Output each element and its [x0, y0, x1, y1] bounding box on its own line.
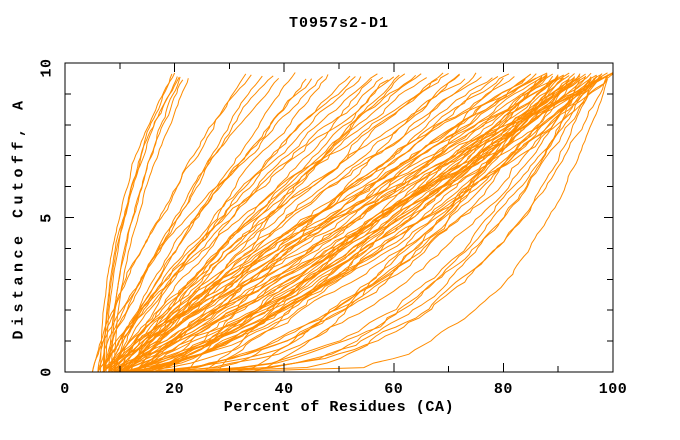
accuracy-curve [102, 79, 389, 373]
accuracy-curve [108, 78, 373, 373]
accuracy-curve [185, 78, 592, 373]
accuracy-curve [113, 76, 384, 373]
axis-frame [64, 62, 614, 373]
y-tick-label-5: 5 [38, 212, 56, 223]
accuracy-curve [174, 76, 592, 373]
accuracy-curve [163, 79, 581, 373]
accuracy-curve [119, 74, 329, 373]
accuracy-curve [125, 74, 608, 373]
accuracy-curve [125, 73, 553, 373]
accuracy-curve [108, 72, 449, 373]
x-tick-label-100: 100 [598, 381, 628, 398]
accuracy-curve [124, 76, 515, 373]
accuracy-curve [97, 75, 263, 373]
accuracy-curve [234, 77, 575, 373]
accuracy-curve [91, 73, 247, 373]
accuracy-curve [91, 76, 323, 373]
accuracy-curve [218, 78, 608, 373]
y-axis-label: Distance Cutoff, A [10, 96, 28, 340]
accuracy-curve [113, 76, 356, 373]
accuracy-curve [100, 73, 173, 372]
accuracy-curve [138, 73, 586, 373]
accuracy-curve [152, 79, 581, 373]
accuracy-curve [135, 72, 614, 373]
accuracy-curve [102, 77, 280, 373]
x-tick-label-60: 60 [384, 381, 404, 398]
accuracy-curve [185, 75, 598, 373]
accuracy-curve [124, 72, 592, 373]
y-tick-label-0: 0 [38, 367, 56, 377]
accuracy-curve [119, 73, 378, 373]
x-tick-label-80: 80 [493, 381, 513, 398]
x-tick-label-20: 20 [165, 381, 185, 398]
x-tick-label-40: 40 [274, 381, 294, 398]
accuracy-curve [101, 77, 559, 373]
accuracy-curve [111, 72, 608, 373]
accuracy-curve [124, 73, 406, 373]
accuracy-curve [119, 75, 499, 373]
accuracy-curve [130, 73, 422, 373]
accuracy-curve [180, 75, 608, 373]
accuracy-curve [152, 78, 570, 373]
accuracy-curve [102, 75, 274, 373]
accuracy-curve [112, 76, 603, 373]
accuracy-curve [147, 73, 614, 373]
accuracy-curve [108, 72, 477, 373]
accuracy-curve [102, 72, 176, 372]
x-axis-label: Percent of Residues (CA) [223, 399, 455, 416]
x-tick-label-0: 0 [60, 381, 70, 398]
accuracy-curve [135, 72, 444, 373]
accuracy-curve [130, 77, 537, 373]
model-accuracy-curves [91, 72, 614, 373]
accuracy-curve [107, 75, 581, 373]
chart-title: T0957s2-D1 [288, 15, 389, 32]
accuracy-curve [135, 75, 548, 373]
accuracy-curve [124, 73, 548, 373]
accuracy-curve [108, 78, 307, 373]
accuracy-curve [130, 74, 417, 373]
accuracy-curve [135, 76, 592, 373]
accuracy-curve [97, 74, 252, 373]
accuracy-curve [113, 78, 313, 373]
accuracy-curve [97, 77, 427, 373]
accuracy-curve [104, 77, 180, 372]
accuracy-curve [196, 73, 603, 373]
y-tick-label-10: 10 [38, 58, 56, 78]
accuracy-curve [118, 73, 532, 373]
accuracy-curve [124, 74, 400, 373]
